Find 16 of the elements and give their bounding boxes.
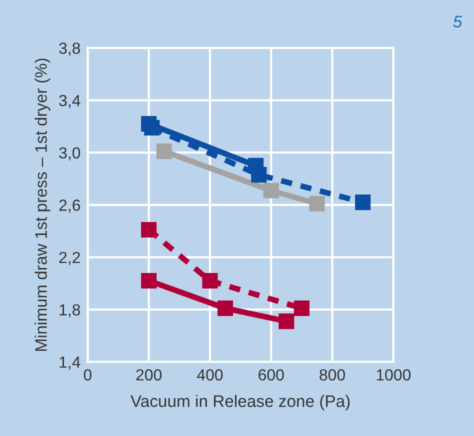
x-tick-label: 1000 — [376, 369, 411, 381]
x-tick-label: 0 — [84, 369, 92, 381]
text: 5 — [453, 16, 462, 28]
y-tick-label: 2,2 — [59, 252, 80, 266]
y-tick-label: 2,6 — [59, 200, 80, 213]
y-tick-label: 3,0 — [59, 147, 80, 160]
x-tick-label: 800 — [320, 369, 345, 381]
y-tick-label: 3,8 — [59, 42, 80, 56]
y-axis-title: Minimum draw 1st press – 1st dryer (%) — [34, 58, 50, 351]
x-tick-label: 600 — [258, 369, 284, 381]
x-tick-label: 400 — [197, 369, 223, 381]
y-tick-label: 1,4 — [60, 356, 80, 370]
y-tick-label: 3,4 — [59, 94, 80, 108]
y-tick-label: 1,8 — [60, 304, 80, 318]
x-axis-title: Vacuum in Release zone (Pa) — [130, 394, 350, 410]
x-tick-label: 200 — [136, 369, 162, 381]
